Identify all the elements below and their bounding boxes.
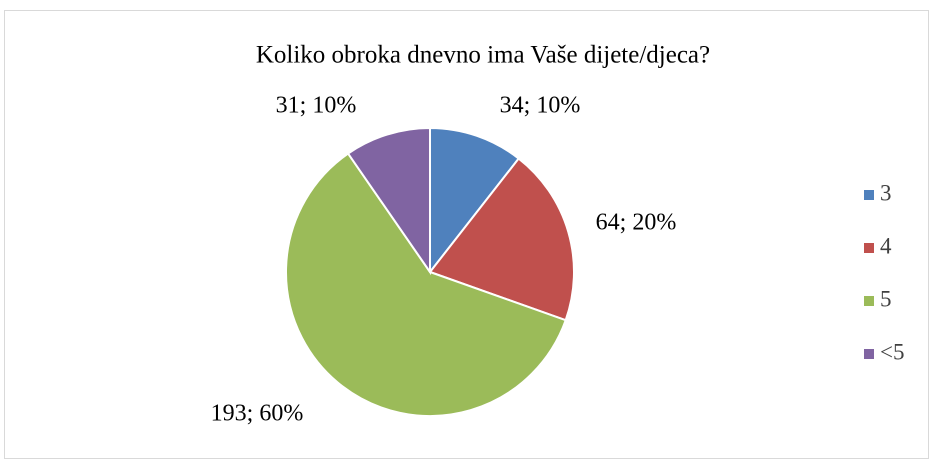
pie-slice xyxy=(428,157,575,322)
legend-swatch xyxy=(864,190,874,200)
legend-swatch xyxy=(864,349,874,359)
legend-label: 4 xyxy=(880,233,892,258)
pie-slice xyxy=(285,152,567,417)
legend-swatch xyxy=(864,243,874,253)
legend-label: 5 xyxy=(880,286,892,311)
legend-label: <5 xyxy=(880,339,904,364)
data-label: 64; 20% xyxy=(596,210,677,236)
data-label: 31; 10% xyxy=(276,93,357,119)
legend-swatch xyxy=(864,296,874,306)
pie-slice xyxy=(429,126,521,275)
data-label: 193; 60% xyxy=(211,401,304,427)
data-label: 34; 10% xyxy=(500,93,581,119)
pie-slice xyxy=(346,126,431,276)
legend-label: 3 xyxy=(880,180,892,205)
chart-title: Koliko obroka dnevno ima Vaše dijete/dje… xyxy=(256,42,710,69)
